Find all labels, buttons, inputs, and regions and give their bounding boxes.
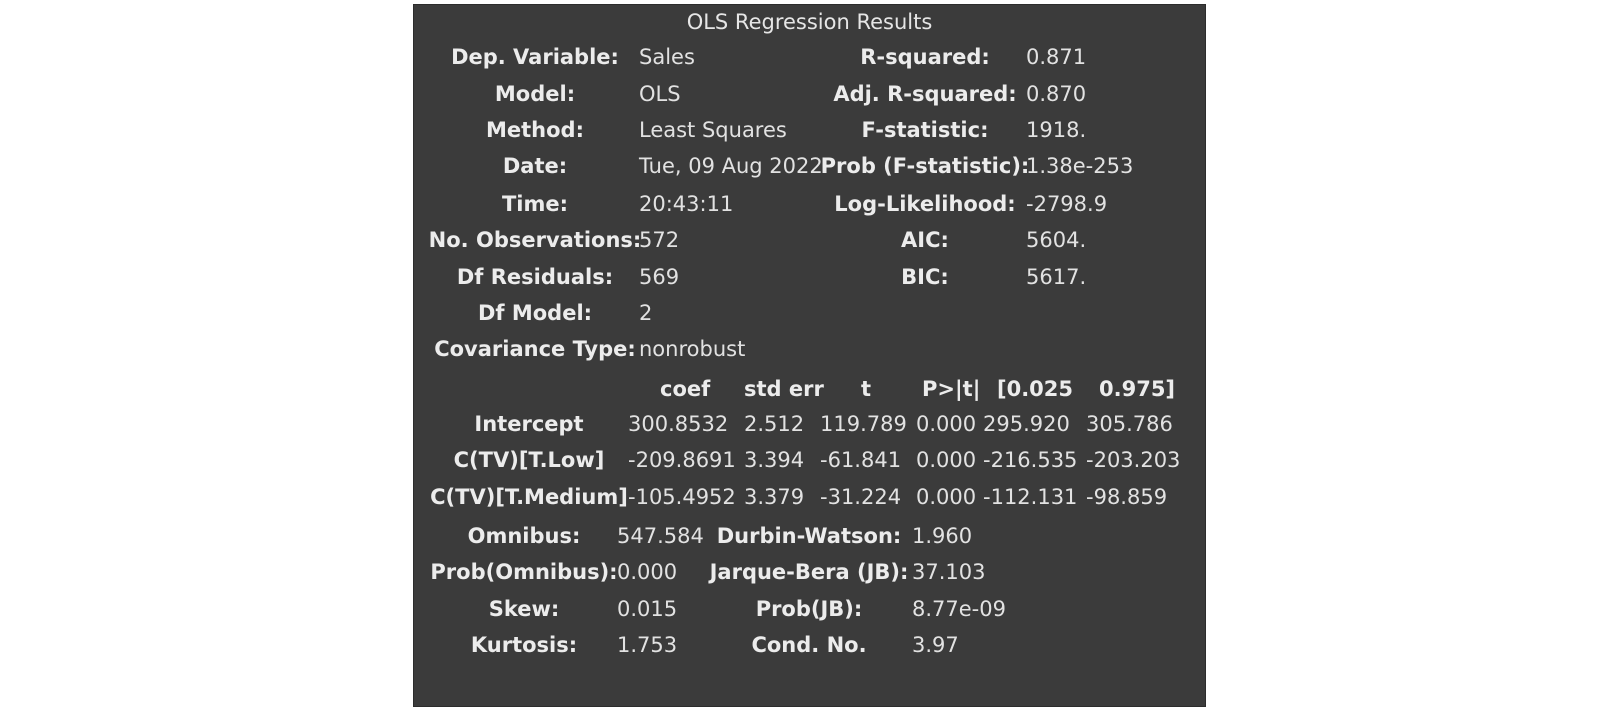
coef-column-header: t bbox=[861, 377, 872, 401]
summary-value: 569 bbox=[639, 265, 680, 289]
coef-row-name: C(TV)[T.Medium] bbox=[430, 485, 628, 509]
diagnostic-value: 1.753 bbox=[617, 633, 678, 657]
coef-cell: -98.859 bbox=[1086, 485, 1168, 509]
coef-cell: -61.841 bbox=[820, 448, 902, 472]
summary-label: AIC: bbox=[901, 228, 949, 252]
coef-cell: 2.512 bbox=[744, 412, 805, 436]
ols-results-panel: OLS Regression Results Dep. Variable: Sal… bbox=[413, 4, 1206, 707]
diagnostic-value: 0.000 bbox=[617, 560, 678, 584]
summary-label: Model: bbox=[494, 82, 576, 106]
coef-cell: -105.4952 bbox=[628, 485, 736, 509]
coef-column-header: std err bbox=[744, 377, 824, 401]
summary-label: Date: bbox=[502, 154, 568, 178]
coef-cell: 3.379 bbox=[744, 485, 805, 509]
coef-cell: 0.000 bbox=[916, 448, 977, 472]
coef-column-header: P>|t| bbox=[922, 377, 981, 401]
summary-value: 572 bbox=[639, 228, 680, 252]
summary-label: BIC: bbox=[901, 265, 949, 289]
coef-cell: 300.8532 bbox=[628, 412, 729, 436]
summary-value: -2798.9 bbox=[1026, 192, 1108, 216]
summary-label: R-squared: bbox=[860, 45, 990, 69]
coef-cell: 305.786 bbox=[1086, 412, 1173, 436]
coef-cell: -209.8691 bbox=[628, 448, 736, 472]
summary-label: Prob (F-statistic): bbox=[820, 154, 1030, 178]
diagnostic-label: Durbin-Watson: bbox=[716, 524, 902, 548]
diagnostic-label: Prob(JB): bbox=[755, 597, 863, 621]
coef-cell: 3.394 bbox=[744, 448, 805, 472]
coef-cell: -216.535 bbox=[983, 448, 1078, 472]
coef-column-header: [0.025 bbox=[997, 377, 1074, 401]
summary-value: Least Squares bbox=[639, 118, 787, 142]
summary-label: Dep. Variable: bbox=[451, 45, 619, 69]
coef-cell: -31.224 bbox=[820, 485, 902, 509]
coef-cell: -203.203 bbox=[1086, 448, 1181, 472]
summary-value: nonrobust bbox=[639, 337, 746, 361]
summary-label: Time: bbox=[501, 192, 569, 216]
diagnostic-value: 547.584 bbox=[617, 524, 704, 548]
summary-value: Tue, 09 Aug 2022 bbox=[639, 154, 823, 178]
diagnostic-label: Skew: bbox=[488, 597, 560, 621]
diagnostic-value: 37.103 bbox=[912, 560, 986, 584]
summary-value: 0.871 bbox=[1026, 45, 1087, 69]
summary-value: 0.870 bbox=[1026, 82, 1087, 106]
summary-label: Adj. R-squared: bbox=[833, 82, 1017, 106]
diagnostic-label: Omnibus: bbox=[467, 524, 581, 548]
table-caption: OLS Regression Results bbox=[686, 10, 933, 34]
diagnostic-label: Jarque-Bera (JB): bbox=[709, 560, 909, 584]
summary-label: Df Model: bbox=[477, 301, 593, 325]
diagnostic-value: 3.97 bbox=[912, 633, 959, 657]
diagnostic-value: 1.960 bbox=[912, 524, 973, 548]
diagnostic-label: Cond. No. bbox=[751, 633, 867, 657]
summary-value: Sales bbox=[639, 45, 695, 69]
summary-value: 5604. bbox=[1026, 228, 1087, 252]
coef-cell: 0.000 bbox=[916, 485, 977, 509]
coef-row-name: Intercept bbox=[474, 412, 584, 436]
coef-cell: 119.789 bbox=[820, 412, 907, 436]
summary-value: 1918. bbox=[1026, 118, 1087, 142]
coef-column-header: 0.975] bbox=[1099, 377, 1176, 401]
summary-label: Method: bbox=[486, 118, 584, 142]
summary-label: Log-Likelihood: bbox=[834, 192, 1016, 216]
coef-column-header: coef bbox=[660, 377, 711, 401]
summary-value: OLS bbox=[639, 82, 681, 106]
coef-row-name: C(TV)[T.Low] bbox=[453, 448, 605, 472]
diagnostic-value: 8.77e-09 bbox=[912, 597, 1006, 621]
summary-label: Covariance Type: bbox=[434, 337, 636, 361]
coef-cell: 0.000 bbox=[916, 412, 977, 436]
summary-value: 5617. bbox=[1026, 265, 1087, 289]
coef-cell: 295.920 bbox=[983, 412, 1070, 436]
summary-label: F-statistic: bbox=[861, 118, 989, 142]
diagnostic-label: Kurtosis: bbox=[470, 633, 578, 657]
summary-value: 20:43:11 bbox=[639, 192, 734, 216]
diagnostic-value: 0.015 bbox=[617, 597, 678, 621]
coef-cell: -112.131 bbox=[983, 485, 1078, 509]
diagnostic-label: Prob(Omnibus): bbox=[430, 560, 618, 584]
summary-value: 1.38e-253 bbox=[1026, 154, 1134, 178]
summary-label: Df Residuals: bbox=[456, 265, 614, 289]
summary-value: 2 bbox=[639, 301, 653, 325]
summary-label: No. Observations: bbox=[428, 228, 642, 252]
